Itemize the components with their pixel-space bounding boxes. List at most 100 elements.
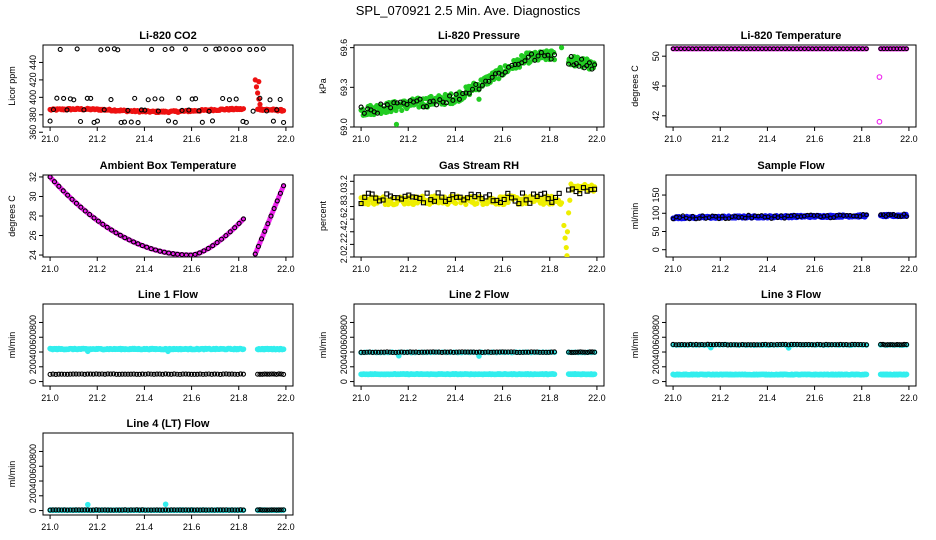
data-point — [115, 47, 121, 53]
y-tick-label: 600 — [28, 459, 38, 474]
data-point — [118, 119, 124, 126]
data-point — [541, 190, 548, 196]
y-tick-label: 200 — [28, 359, 38, 374]
data-point — [494, 349, 500, 355]
data-point — [486, 192, 493, 198]
data-point — [771, 342, 777, 348]
data-point — [160, 507, 166, 513]
data-point — [476, 96, 482, 102]
data-point — [433, 349, 439, 355]
data-point — [259, 236, 265, 242]
panel-ambient: Ambient Box Temperature degrees C 21.0 21.2… — [7, 160, 295, 274]
data-point — [186, 107, 192, 113]
y-tick-label: 2.2 — [339, 238, 349, 251]
data-point — [262, 228, 268, 234]
data-point — [670, 216, 676, 222]
data-points — [47, 46, 287, 126]
x-tick-label: 21.2 — [711, 134, 729, 144]
data-point — [548, 56, 554, 62]
data-point — [226, 507, 232, 513]
data-point — [85, 507, 91, 513]
data-point — [589, 349, 595, 355]
data-point — [384, 349, 390, 355]
data-point — [453, 349, 459, 355]
y-tick-label: 69.6 — [339, 39, 349, 57]
x-tick-label: 22.0 — [277, 522, 295, 532]
plot-frame — [42, 303, 294, 387]
data-point — [473, 81, 479, 88]
data-point — [273, 507, 280, 513]
data-point — [177, 507, 183, 513]
data-point — [53, 507, 59, 513]
data-point — [886, 212, 891, 217]
y-tick-label: 400 — [651, 345, 661, 360]
x-tick-label: 21.0 — [352, 393, 370, 403]
data-point — [367, 349, 373, 355]
data-point — [778, 213, 784, 218]
y-tick-label: 800 — [651, 315, 661, 330]
y-tick-label: 50 — [651, 51, 661, 61]
panel-title: Ambient Box Temperature — [100, 160, 237, 172]
data-point — [149, 46, 155, 53]
data-point — [128, 507, 134, 513]
data-point — [105, 46, 111, 52]
x-tick-label: 21.6 — [494, 393, 512, 403]
y-tick-label: 46 — [651, 81, 661, 91]
y-tick-label: 380 — [28, 107, 38, 122]
data-point — [479, 82, 485, 88]
data-point — [96, 507, 102, 513]
data-point — [899, 214, 904, 219]
data-point — [486, 78, 492, 84]
data-point — [197, 507, 203, 513]
data-point — [523, 197, 529, 203]
data-point — [742, 342, 748, 348]
data-point — [145, 507, 151, 513]
x-tick-label: 21.8 — [853, 393, 871, 403]
data-point — [226, 97, 232, 103]
data-point — [213, 46, 219, 52]
data-point — [153, 247, 159, 253]
data-point — [209, 507, 215, 513]
data-point — [82, 208, 88, 214]
data-point — [108, 371, 114, 377]
data-point — [148, 371, 154, 377]
data-point — [831, 215, 837, 220]
panel-title: Line 1 Flow — [138, 289, 198, 301]
x-tick-label: 21.6 — [183, 522, 201, 532]
data-point — [108, 507, 114, 513]
data-point — [508, 349, 514, 355]
data-point — [514, 349, 520, 355]
data-point — [499, 72, 505, 78]
data-point — [522, 58, 528, 64]
data-point — [855, 341, 861, 348]
data-point — [528, 51, 535, 57]
data-point — [252, 251, 258, 257]
data-point — [880, 341, 886, 347]
data-point — [545, 52, 551, 58]
data-point — [719, 213, 725, 219]
y-tick-label: 26 — [28, 231, 38, 241]
data-point — [904, 46, 909, 52]
data-point — [482, 349, 488, 355]
data-point — [235, 371, 241, 377]
data-point — [214, 371, 221, 377]
data-point — [892, 342, 898, 348]
data-point — [365, 201, 371, 208]
data-point — [262, 507, 268, 513]
x-tick-label: 22.0 — [588, 393, 606, 403]
data-point — [505, 190, 511, 196]
data-point — [47, 118, 53, 124]
x-tick-label: 22.0 — [900, 393, 918, 403]
data-point — [569, 186, 575, 192]
data-point — [47, 371, 53, 377]
data-point — [369, 191, 375, 197]
data-points — [47, 501, 287, 514]
y-tick-label: 0 — [651, 379, 661, 384]
panel-line2: Line 2 Flow ml/min 21.0 21.2 21.4 21.6 21.8 22.… — [318, 289, 606, 403]
data-point — [700, 213, 705, 219]
data-point — [417, 195, 423, 201]
y-tick-label: 800 — [339, 315, 349, 330]
data-point — [552, 194, 559, 200]
data-point — [128, 371, 134, 377]
y-axis-label: ml/min — [630, 203, 640, 230]
